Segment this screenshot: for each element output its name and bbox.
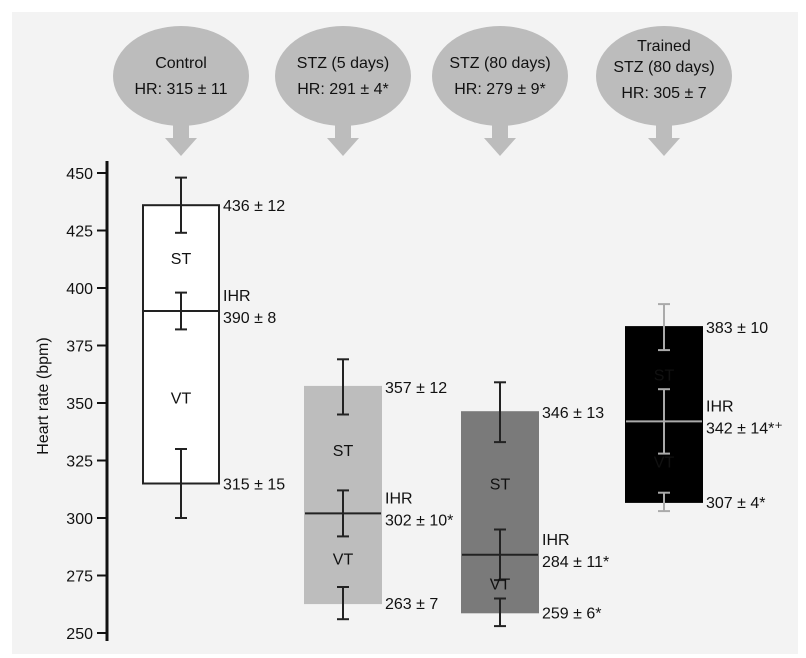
group-control: Control HR: 315 ± 11 ST VT 436 ± 12 IHR 390 ± …: [113, 26, 285, 519]
group-bottom-value-label: 315 ± 15: [223, 477, 285, 494]
group-ihr-value-label: 342 ± 14*⁺: [706, 420, 783, 437]
group-bottom-value-label: 307 ± 4*: [706, 495, 766, 512]
group-vt-label: VT: [171, 390, 192, 407]
group-header-ellipse: [113, 26, 249, 126]
group-hr-label: HR: 291 ± 4*: [297, 81, 389, 98]
group-name-label: STZ (80 days): [613, 59, 714, 76]
group-name-label: STZ (5 days): [297, 55, 389, 72]
y-tick-label: 350: [66, 396, 93, 413]
y-axis: 250 275 300 325 350 375 400 425 450: [66, 161, 109, 643]
group-name-label: STZ (80 days): [449, 55, 550, 72]
group-st-label: ST: [654, 367, 675, 384]
group-st-label: ST: [171, 251, 192, 268]
group-vt-label: VT: [490, 577, 511, 594]
y-tick-label: 300: [66, 511, 93, 528]
group-ihr-text: IHR: [542, 532, 570, 549]
group-top-value-label: 346 ± 13: [542, 405, 604, 422]
group-box: [142, 204, 220, 485]
y-tick-label: 375: [66, 339, 93, 356]
group-arrow: [648, 116, 680, 156]
group-name-label: Trained: [637, 38, 691, 55]
group-st-label: ST: [490, 477, 511, 494]
group-stz5: STZ (5 days) HR: 291 ± 4* ST VT 357 ± 12 IHR 3…: [275, 26, 453, 621]
y-tick-label: 425: [66, 224, 93, 241]
group-ihr-text: IHR: [223, 288, 251, 305]
groups-layer: Control HR: 315 ± 11 ST VT 436 ± 12 IHR 390 ± …: [113, 26, 783, 628]
group-vt-label: VT: [654, 455, 675, 472]
y-tick-label: 400: [66, 281, 93, 298]
group-ihr-value-label: 284 ± 11*: [542, 554, 609, 571]
group-trained: Trained STZ (80 days) HR: 305 ± 7 ST VT 383 ±…: [596, 26, 783, 513]
y-tick-label: 325: [66, 454, 93, 471]
group-hr-label: HR: 305 ± 7: [621, 85, 706, 102]
group-arrow: [484, 116, 516, 156]
group-hr-label: HR: 315 ± 11: [135, 81, 228, 98]
group-name-label: Control: [155, 55, 207, 72]
y-tick-label: 250: [66, 626, 93, 643]
group-header-ellipse: [432, 26, 568, 126]
y-axis-label: Heart rate (bpm): [35, 337, 52, 454]
group-ihr-text: IHR: [385, 490, 413, 507]
group-vt-label: VT: [333, 551, 354, 568]
group-ihr-value-label: 302 ± 10*: [385, 512, 453, 529]
y-tick-label: 275: [66, 569, 93, 586]
group-st-label: ST: [333, 443, 354, 460]
group-bottom-value-label: 259 ± 6*: [542, 605, 602, 622]
group-stz80: STZ (80 days) HR: 279 ± 9* ST VT 346 ± 13 IHR…: [432, 26, 609, 628]
group-arrow: [327, 116, 359, 156]
group-bottom-value-label: 263 ± 7: [385, 596, 438, 613]
y-tick-label: 450: [66, 166, 93, 183]
group-header-ellipse: [275, 26, 411, 126]
group-top-value-label: 357 ± 12: [385, 380, 447, 397]
group-ihr-text: IHR: [706, 398, 734, 415]
group-arrow: [165, 116, 197, 156]
group-ihr-value-label: 390 ± 8: [223, 310, 276, 327]
group-hr-label: HR: 279 ± 9*: [454, 81, 546, 98]
group-header-ellipse: [596, 26, 732, 126]
group-top-value-label: 383 ± 10: [706, 320, 768, 337]
group-top-value-label: 436 ± 12: [223, 198, 285, 215]
